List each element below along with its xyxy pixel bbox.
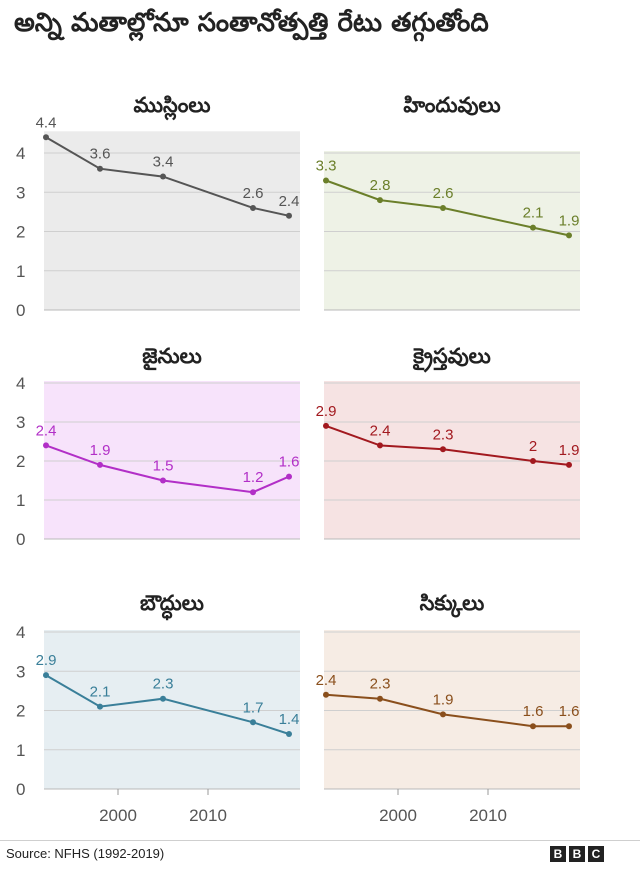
data-point: [530, 458, 536, 464]
footer-divider: [0, 840, 640, 841]
y-tick-label: 2: [16, 702, 25, 721]
logo-letter: B: [569, 846, 585, 862]
data-label: 3.3: [316, 157, 337, 174]
data-label: 1.6: [279, 454, 300, 471]
data-label: 3.4: [153, 154, 174, 171]
data-point: [323, 691, 329, 698]
data-label: 1.6: [559, 703, 580, 720]
data-point: [566, 723, 572, 730]
data-point: [160, 477, 166, 484]
y-tick-label: 0: [16, 780, 25, 799]
data-point: [530, 723, 536, 730]
panel-background: [324, 630, 580, 789]
panel-title: సిక్కులు: [420, 592, 485, 618]
data-point: [377, 442, 383, 449]
y-tick-label: 0: [16, 301, 25, 320]
data-point: [566, 461, 572, 468]
y-tick-label: 4: [16, 374, 25, 393]
data-point: [286, 212, 292, 219]
data-label: 2.3: [370, 676, 391, 693]
data-point: [43, 672, 49, 679]
data-point: [43, 442, 49, 449]
data-label: 1.2: [243, 469, 264, 486]
data-point: [377, 197, 383, 204]
data-point: [97, 703, 103, 710]
data-point: [530, 224, 536, 231]
panel-background: [324, 381, 580, 539]
data-point: [250, 719, 256, 726]
data-point: [377, 695, 383, 702]
data-point: [566, 232, 572, 239]
y-tick-label: 1: [16, 741, 25, 760]
y-tick-label: 2: [16, 452, 25, 471]
data-point: [323, 422, 329, 429]
source-note: Source: NFHS (1992-2019): [6, 846, 165, 861]
bbc-logo: B B C: [550, 846, 604, 862]
data-label: 2: [529, 438, 537, 455]
small-multiples-chart: 0 1 2 3 4 ముస్లింలు 4.4 3.6 3.4 2.6 2.4 హిందువులు 3.…: [16, 94, 580, 825]
data-label: 2.3: [433, 426, 454, 443]
panel-title: క్రైస్తవులు: [412, 345, 491, 373]
panel-title: జైనులు: [142, 345, 202, 371]
data-label: 2.1: [90, 684, 111, 701]
data-point: [286, 473, 292, 480]
y-tick-label: 4: [16, 623, 25, 642]
data-label: 1.9: [90, 442, 111, 459]
data-label: 2.3: [153, 676, 174, 693]
data-label: 2.9: [316, 403, 337, 420]
panel-background: [324, 151, 580, 310]
data-point: [250, 489, 256, 496]
data-point: [440, 711, 446, 718]
panel-background: [44, 630, 300, 789]
data-point: [97, 461, 103, 468]
data-point: [97, 165, 103, 172]
panel-title: ముస్లింలు: [133, 94, 210, 121]
data-label: 1.9: [433, 691, 454, 708]
data-label: 2.4: [279, 193, 300, 210]
data-label: 3.6: [90, 146, 111, 163]
y-tick-label: 1: [16, 491, 25, 510]
y-tick-label: 2: [16, 223, 25, 242]
logo-letter: C: [588, 846, 604, 862]
y-tick-label: 3: [16, 413, 25, 432]
data-point: [160, 695, 166, 702]
data-label: 2.4: [370, 422, 391, 439]
y-tick-label: 0: [16, 530, 25, 549]
data-label: 2.9: [36, 652, 57, 669]
data-label: 1.5: [153, 458, 174, 475]
data-point: [286, 731, 292, 738]
y-tick-label: 3: [16, 183, 25, 202]
x-tick-label: 2000: [379, 806, 417, 825]
data-label: 2.6: [243, 185, 264, 202]
x-tick-label: 2010: [469, 806, 507, 825]
panel-title: హిందువులు: [403, 94, 500, 117]
data-point: [440, 204, 446, 211]
data-label: 4.4: [36, 114, 57, 131]
data-point: [440, 446, 446, 453]
y-tick-label: 4: [16, 144, 25, 163]
data-label: 2.4: [36, 422, 57, 439]
data-point: [160, 173, 166, 180]
data-point: [43, 134, 49, 141]
x-tick-label: 2000: [99, 806, 137, 825]
data-label: 2.8: [370, 177, 391, 194]
panel-title: బౌద్ధులు: [140, 592, 204, 621]
data-label: 2.1: [523, 205, 544, 222]
data-label: 1.4: [279, 711, 300, 728]
data-label: 2.4: [316, 672, 337, 689]
data-point: [323, 177, 329, 184]
chart-title: అన్ని మతాల్లోనూ సంతానోత్పత్తి రేటు తగ్గు…: [14, 8, 489, 38]
data-label: 1.6: [523, 703, 544, 720]
y-tick-label: 1: [16, 262, 25, 281]
logo-letter: B: [550, 846, 566, 862]
data-label: 1.9: [559, 442, 580, 459]
data-point: [250, 204, 256, 211]
x-tick-label: 2010: [189, 806, 227, 825]
data-label: 1.7: [243, 699, 264, 716]
data-label: 2.6: [433, 185, 454, 202]
y-tick-label: 3: [16, 662, 25, 681]
data-label: 1.9: [559, 212, 580, 229]
